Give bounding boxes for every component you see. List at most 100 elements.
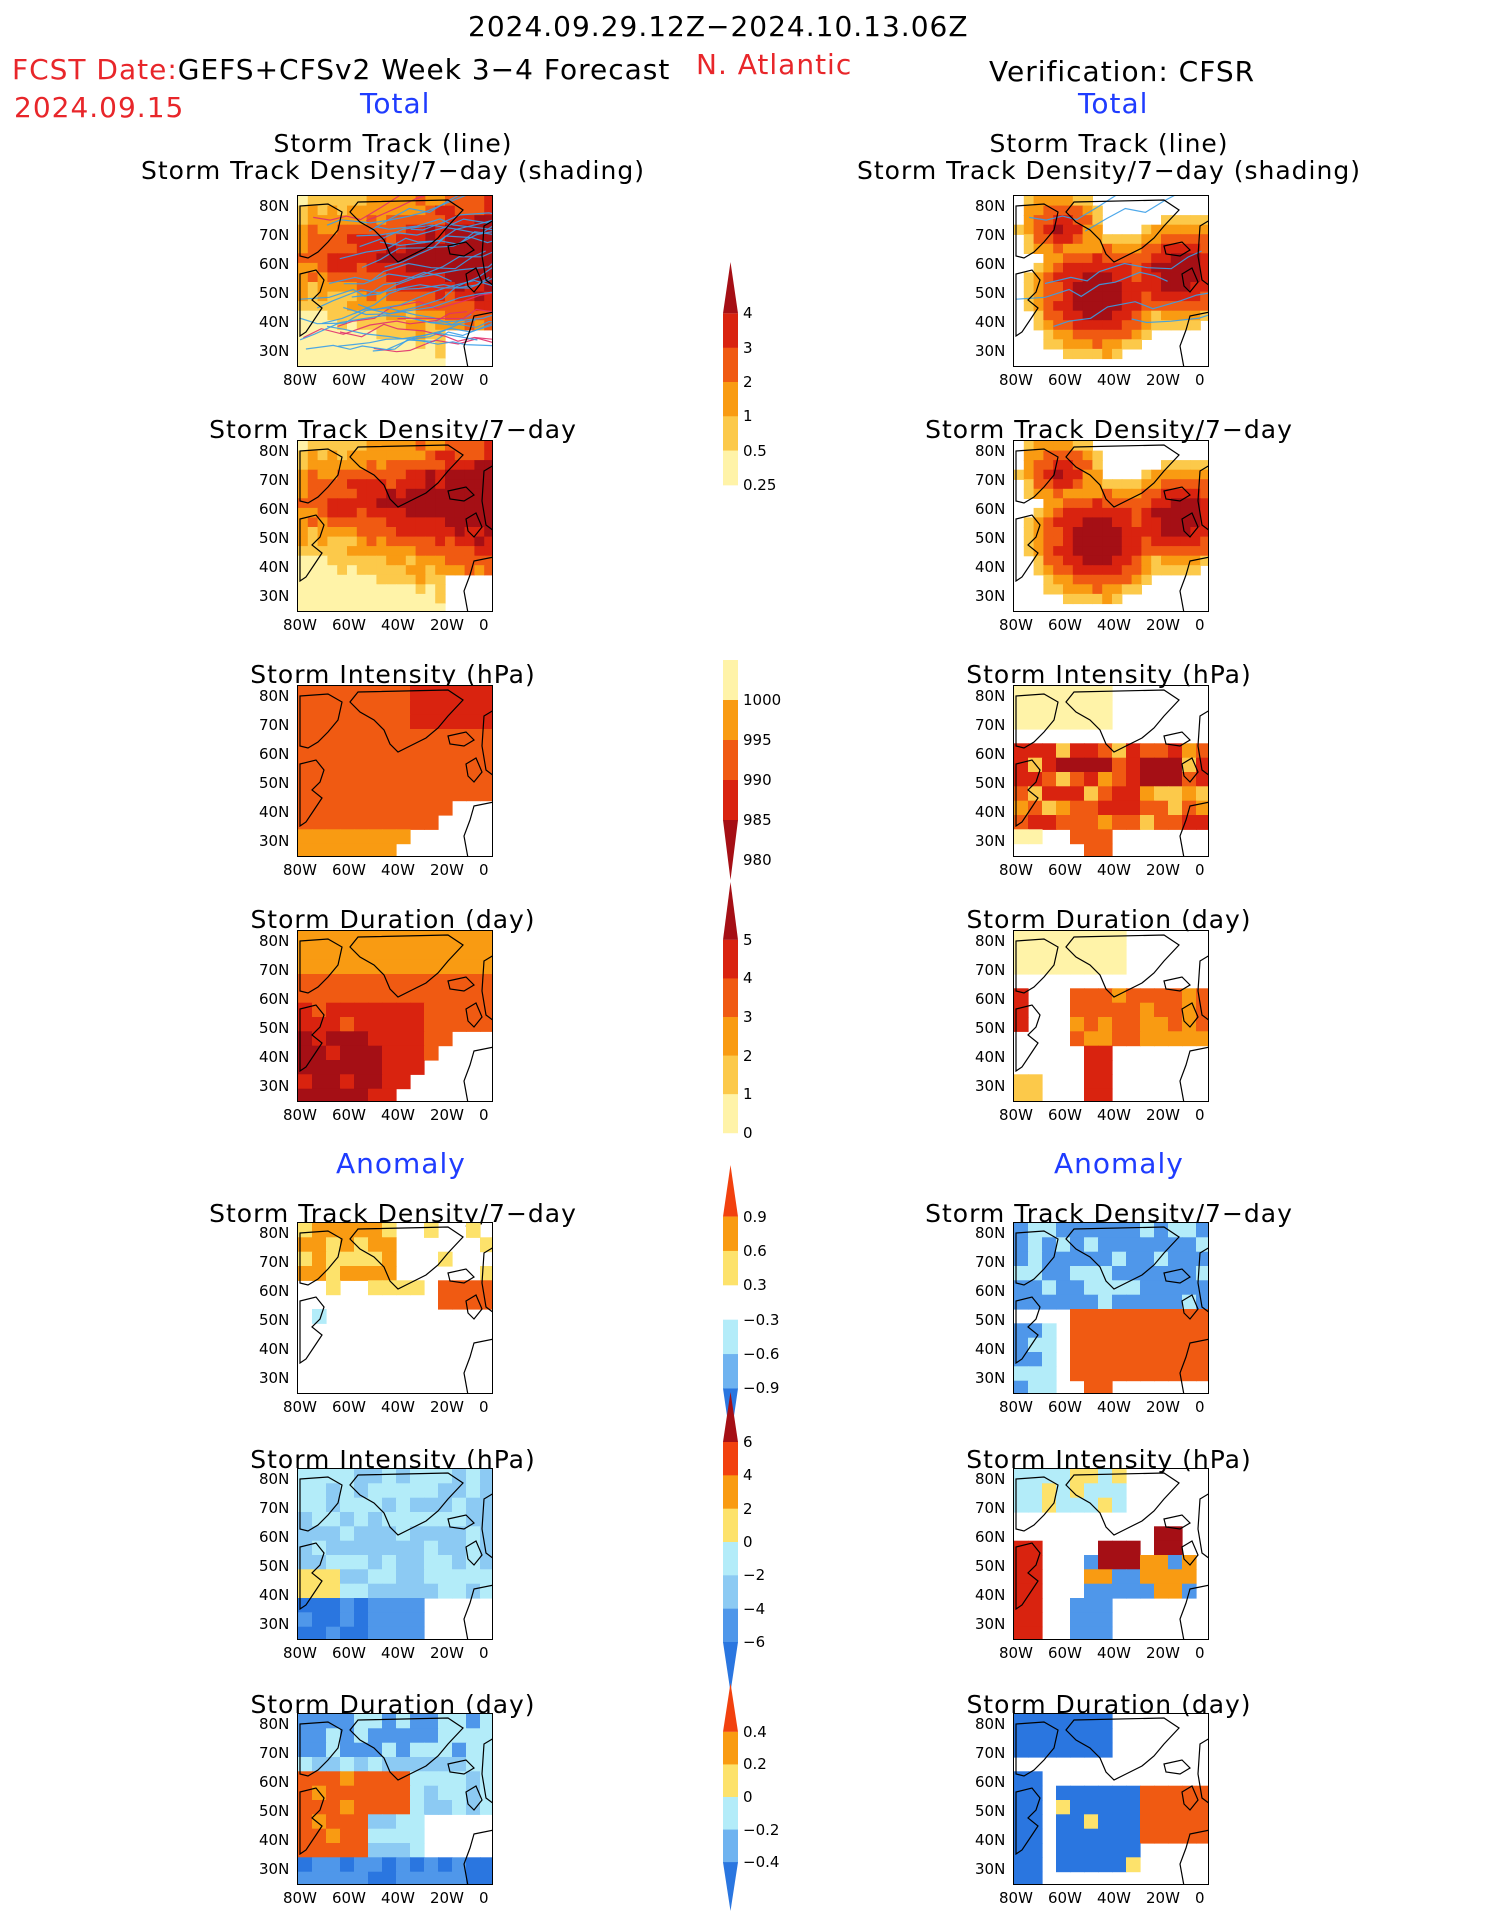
colorbar-tick-label: −0.2 <box>743 1820 780 1839</box>
lon-tick-label: 60W <box>332 861 366 879</box>
colorbar-tick-label: 0 <box>743 1788 753 1806</box>
lon-tick-label: 80W <box>999 1106 1033 1124</box>
lat-tick-label: 50N <box>259 1802 290 1820</box>
lon-tick-label: 0 <box>479 616 489 634</box>
lon-tick-label: 20W <box>430 1106 464 1124</box>
lat-tick-label: 80N <box>975 687 1006 705</box>
lat-tick-label: 30N <box>259 832 290 850</box>
lat-tick-label: 40N <box>975 1831 1006 1849</box>
storm-intensity-title-forecast: Storm Intensity (hPa) <box>93 661 693 688</box>
lat-tick-label: 50N <box>975 1019 1006 1037</box>
lon-tick-label: 0 <box>1195 1398 1205 1416</box>
colorbar-tick-label: 2 <box>743 373 753 391</box>
lon-tick-label: 40W <box>1097 371 1131 389</box>
lat-tick-label: 80N <box>975 197 1006 215</box>
lon-tick-label: 80W <box>283 371 317 389</box>
lat-tick-label: 40N <box>975 803 1006 821</box>
lat-tick-label: 50N <box>975 284 1006 302</box>
lon-tick-label: 60W <box>332 1398 366 1416</box>
colorbar-tick-label: 980 <box>743 851 772 869</box>
panel-title-line2: Storm Track Density/7−day (shading) <box>857 156 1361 185</box>
colorbar-tick-label: 4 <box>743 1466 753 1485</box>
lon-tick-label: 0 <box>1195 371 1205 389</box>
lon-tick-label: 0 <box>479 371 489 389</box>
lat-tick-label: 70N <box>975 1744 1006 1762</box>
lat-tick-label: 50N <box>259 529 290 547</box>
colorbar-tick-label: 0.4 <box>743 1722 767 1741</box>
lat-tick-label: 30N <box>259 587 290 605</box>
lon-tick-label: 60W <box>1048 616 1082 634</box>
colorbar-tick-label: 2 <box>743 1046 753 1065</box>
lon-tick-label: 20W <box>1146 861 1180 879</box>
region-label: N. Atlantic <box>696 48 853 81</box>
lon-tick-label: 0 <box>479 1398 489 1416</box>
lat-tick-label: 50N <box>975 774 1006 792</box>
lon-tick-label: 40W <box>1097 861 1131 879</box>
panel-title-line1: Storm Duration (day) <box>250 905 536 934</box>
colorbar-tick-label: 1 <box>743 1085 753 1104</box>
lon-tick-label: 20W <box>1146 1398 1180 1416</box>
storm-track-density-shading-title-forecast: Storm Track (line) Storm Track Density/7−… <box>93 130 693 184</box>
lat-tick-label: 50N <box>259 1311 290 1329</box>
lat-tick-label: 30N <box>975 832 1006 850</box>
lat-tick-label: 50N <box>975 1802 1006 1820</box>
lat-tick-label: 50N <box>259 284 290 302</box>
lon-tick-label: 20W <box>430 861 464 879</box>
storm-duration-anomaly-map-verification <box>1013 1713 1209 1885</box>
lat-tick-label: 50N <box>975 1311 1006 1329</box>
lon-tick-label: 40W <box>1097 1106 1131 1124</box>
panel-title-line1: Storm Intensity (hPa) <box>250 660 536 689</box>
colorbar-tick-label: 0.5 <box>743 441 767 460</box>
lon-tick-label: 80W <box>283 1398 317 1416</box>
lon-tick-label: 60W <box>1048 1106 1082 1124</box>
lon-tick-label: 20W <box>430 1398 464 1416</box>
lat-tick-label: 30N <box>975 1077 1006 1095</box>
lon-tick-label: 20W <box>1146 1889 1180 1907</box>
panel-title-line1: Storm Track Density/7−day <box>209 415 577 444</box>
lon-tick-label: 60W <box>1048 1644 1082 1662</box>
storm-track-density-shading-map-forecast <box>297 195 493 367</box>
colorbar-tick-label: −0.6 <box>743 1345 780 1364</box>
colorbar-tick-label: 0.9 <box>743 1207 767 1226</box>
lon-tick-label: 60W <box>332 371 366 389</box>
lat-tick-label: 30N <box>259 1369 290 1387</box>
lat-tick-label: 40N <box>259 558 290 576</box>
lon-tick-label: 80W <box>999 616 1033 634</box>
lat-tick-label: 80N <box>975 932 1006 950</box>
colorbar-tick-label: 0.6 <box>743 1241 767 1260</box>
storm-track-density-title-verification: Storm Track Density/7−day <box>809 416 1409 443</box>
storm-track-density-anomaly-map-forecast <box>297 1222 493 1394</box>
storm-track-density-shading-title-verification: Storm Track (line) Storm Track Density/7−… <box>809 130 1409 184</box>
lon-tick-label: 60W <box>1048 371 1082 389</box>
colorbar-tick-label: 3 <box>743 1008 753 1026</box>
storm-intensity-title-verification: Storm Intensity (hPa) <box>809 661 1409 688</box>
colorbar-intensity-total <box>722 640 741 888</box>
lat-tick-label: 70N <box>259 226 290 244</box>
colorbar-tick-label: −6 <box>743 1633 766 1651</box>
lat-tick-label: 60N <box>975 1282 1006 1300</box>
colorbar-tick-label: 4 <box>743 969 753 988</box>
lat-tick-label: 60N <box>259 1282 290 1300</box>
colorbar-duration-total <box>722 882 741 1160</box>
lat-tick-label: 60N <box>975 1773 1006 1791</box>
lon-tick-label: 0 <box>479 1106 489 1124</box>
lon-tick-label: 40W <box>381 1398 415 1416</box>
lat-tick-label: 70N <box>975 226 1006 244</box>
lon-tick-label: 20W <box>1146 371 1180 389</box>
lat-tick-label: 80N <box>259 1715 290 1733</box>
colorbar-density-anomaly <box>722 1165 741 1448</box>
lat-tick-label: 60N <box>975 255 1006 273</box>
colorbar-tick-label: 6 <box>743 1433 753 1451</box>
lon-tick-label: 60W <box>1048 861 1082 879</box>
period-title: 2024.09.29.12Z−2024.10.13.06Z <box>468 10 969 43</box>
lon-tick-label: 40W <box>1097 1889 1131 1907</box>
colorbar-tick-label: 0.25 <box>743 475 777 494</box>
lat-tick-label: 40N <box>259 1340 290 1358</box>
lat-tick-label: 30N <box>975 342 1006 360</box>
panel-title-line1: Storm Track (line) <box>989 129 1229 158</box>
fcst-model: GEFS+CFSv2 Week 3−4 Forecast <box>177 53 671 86</box>
lat-tick-label: 60N <box>975 990 1006 1008</box>
lon-tick-label: 20W <box>1146 1106 1180 1124</box>
colorbar-tick-label: 990 <box>743 771 772 789</box>
lon-tick-label: 80W <box>999 371 1033 389</box>
